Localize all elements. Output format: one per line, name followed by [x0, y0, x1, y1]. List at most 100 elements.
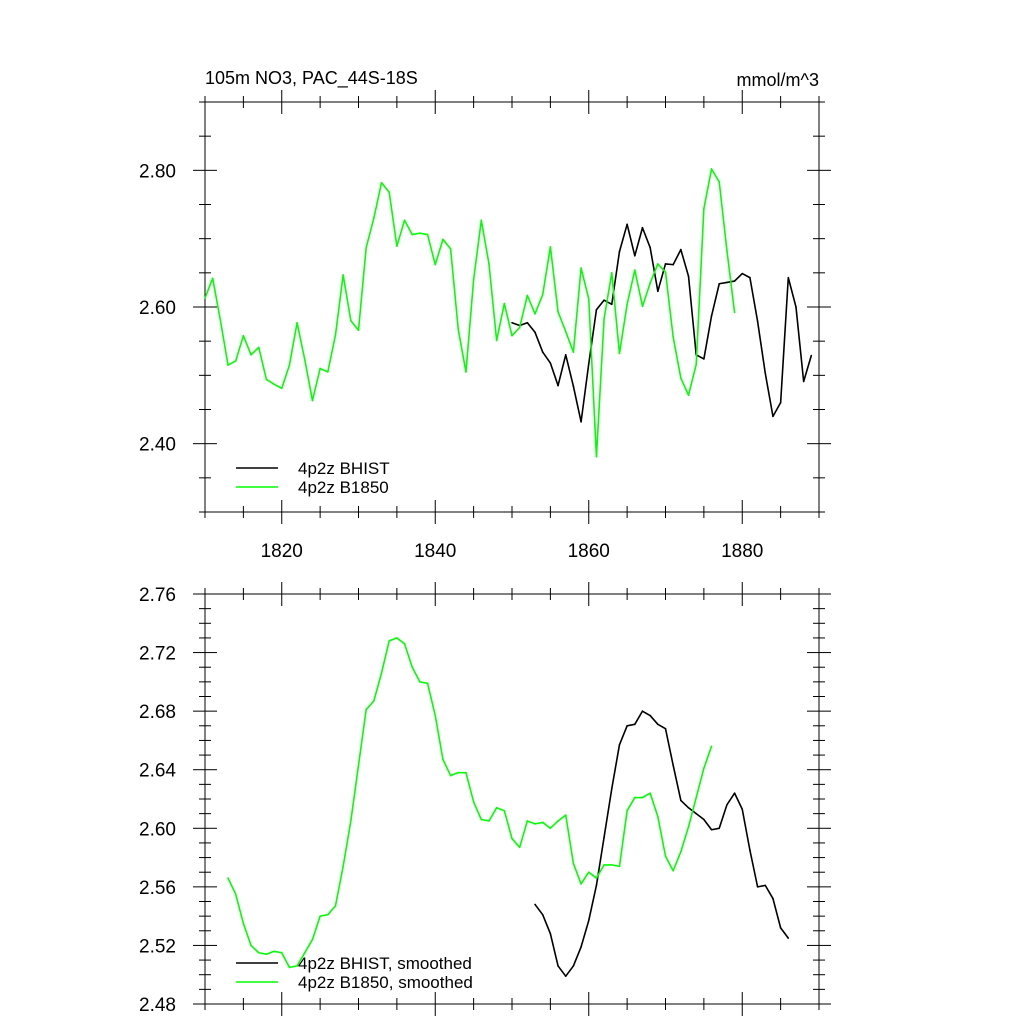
data-point [610, 303, 613, 306]
data-point [357, 764, 360, 767]
data-point [242, 922, 245, 925]
data-point [288, 364, 291, 366]
series-line-b1850 [227, 637, 713, 969]
data-point [549, 827, 552, 830]
data-point [580, 267, 582, 269]
data-point [465, 371, 467, 373]
y-tick-label: 2.52 [139, 936, 176, 957]
data-point [303, 358, 306, 361]
data-point [296, 321, 298, 324]
data-point [449, 248, 452, 250]
data-point [465, 771, 467, 774]
data-point [726, 804, 728, 806]
data-point [296, 965, 298, 967]
data-point [634, 269, 636, 271]
data-point [280, 387, 283, 390]
data-point [680, 850, 682, 853]
data-point [587, 298, 590, 300]
data-point [749, 849, 751, 852]
data-point [265, 953, 268, 956]
data-point [488, 263, 490, 265]
y-tick-label: 2.76 [139, 585, 176, 606]
data-point [564, 354, 567, 356]
data-point [319, 915, 321, 917]
data-point [365, 246, 367, 249]
legend-label: 4p2z BHIST [298, 459, 390, 478]
data-point [603, 317, 605, 320]
data-point [672, 263, 674, 266]
top-panel: 1820 1840 1860 1880 2.40 2.60 2.80 4p2z BHIST4p… [139, 90, 831, 562]
data-point [503, 302, 506, 305]
data-point [641, 305, 644, 308]
data-point [595, 884, 598, 887]
data-point [649, 246, 651, 249]
data-point [733, 311, 736, 314]
chart-title: 105m NO3, PAC_44S-18S [205, 68, 418, 89]
data-point [419, 681, 421, 683]
data-point [472, 801, 475, 803]
data-point [595, 455, 598, 458]
data-point [695, 363, 697, 366]
data-point [227, 877, 229, 879]
data-point [549, 932, 552, 935]
data-point [572, 965, 575, 967]
plot-frame [204, 593, 820, 1005]
data-point [618, 352, 621, 355]
data-point [534, 331, 536, 334]
data-point [772, 897, 774, 900]
data-point [541, 913, 544, 916]
series-points [204, 168, 736, 458]
data-point [710, 745, 713, 748]
x-tick-label: 1860 [568, 541, 610, 562]
data-point [557, 310, 559, 313]
data-point [357, 329, 360, 332]
data-point [480, 818, 483, 821]
data-point [587, 362, 590, 365]
data-point [411, 666, 414, 669]
data-point [426, 682, 429, 685]
data-point [419, 232, 421, 234]
data-point [603, 836, 605, 838]
y-tick-label: 2.40 [139, 435, 176, 456]
data-point [649, 792, 651, 794]
data-point [664, 855, 667, 857]
data-point [265, 378, 268, 381]
data-point [526, 820, 529, 822]
data-point [495, 339, 498, 342]
data-point [572, 351, 575, 353]
data-point [703, 207, 705, 210]
data-point [242, 334, 245, 337]
data-point [787, 276, 790, 279]
data-point [373, 700, 375, 702]
data-point [511, 334, 513, 337]
data-point [703, 358, 705, 360]
data-point [319, 367, 321, 370]
series-points [227, 637, 713, 969]
data-point [634, 254, 636, 257]
data-point [664, 263, 667, 265]
data-point [703, 767, 705, 770]
data-point [687, 275, 690, 278]
units-label: mmol/m^3 [737, 70, 819, 90]
data-point [718, 827, 721, 830]
data-point [741, 272, 744, 275]
data-point [572, 385, 575, 388]
data-point [695, 812, 697, 815]
data-point [680, 248, 682, 251]
data-point [610, 787, 613, 790]
plot-frame [204, 101, 820, 513]
data-point [649, 714, 651, 717]
data-point [779, 927, 782, 929]
data-point [488, 820, 490, 822]
data-point [541, 821, 544, 824]
data-point [657, 263, 659, 265]
y-tick-label: 2.60 [139, 819, 176, 840]
data-point [580, 421, 582, 423]
x-tick-label: 1880 [721, 541, 763, 562]
data-point [672, 336, 674, 338]
data-point [603, 299, 605, 301]
data-point [779, 401, 782, 404]
data-point [610, 272, 613, 274]
data-point [726, 281, 728, 284]
legend-label: 4p2z BHIST, smoothed [298, 954, 472, 973]
